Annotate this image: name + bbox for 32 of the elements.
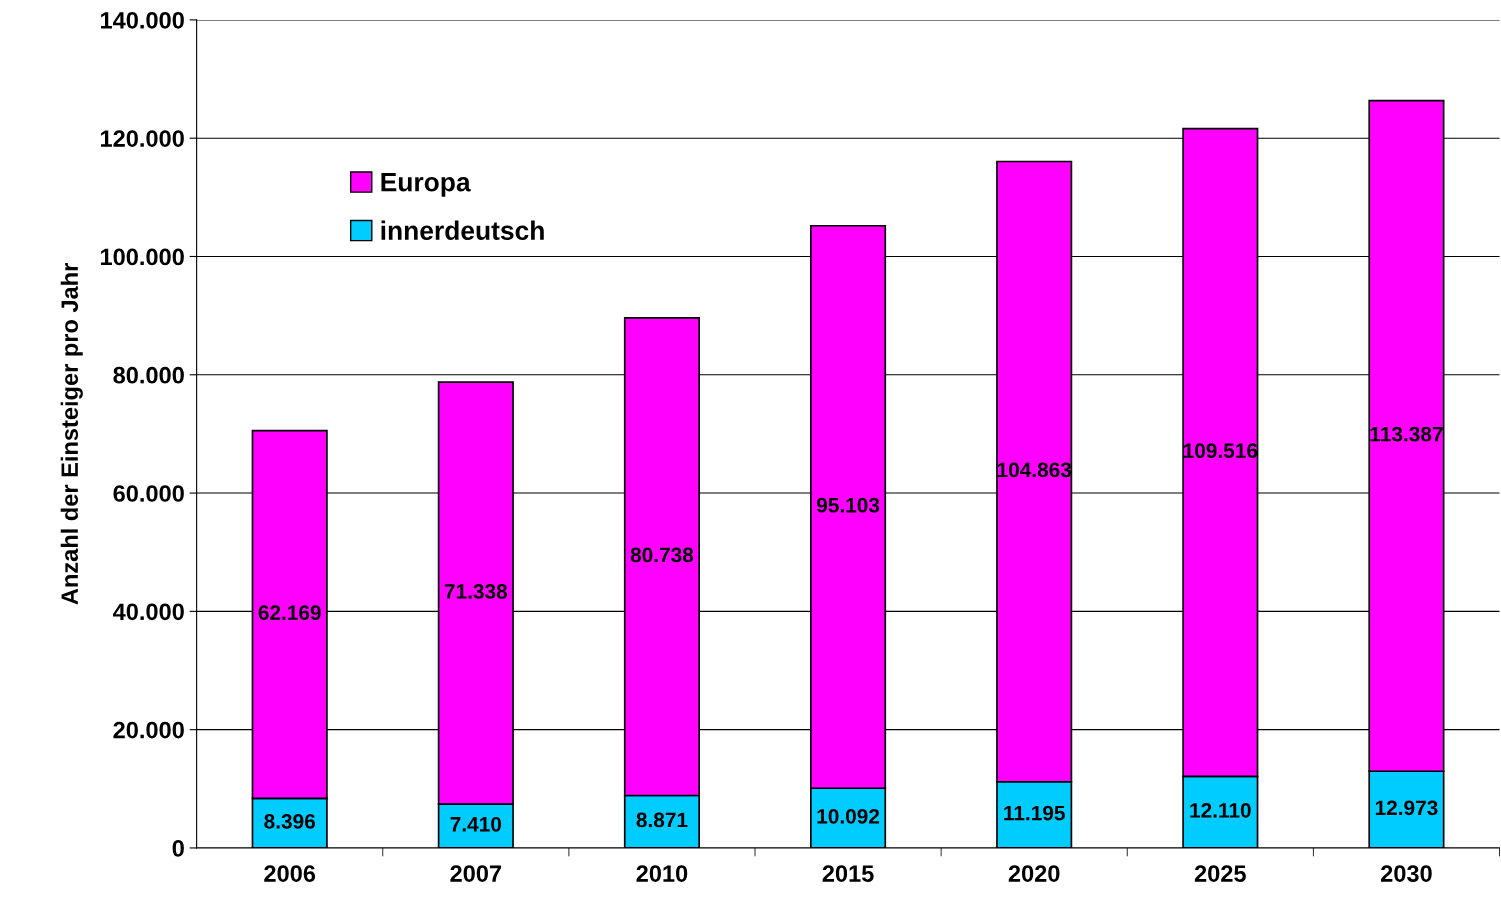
x-tick-label: 2007 xyxy=(450,865,502,882)
y-tick-label: 0 xyxy=(172,840,184,857)
data-label: 80.738 xyxy=(630,547,694,563)
y-tick-label: 100.000 xyxy=(100,248,184,266)
data-label: 12.973 xyxy=(1375,800,1438,816)
legend-label: Europa xyxy=(381,173,471,197)
data-label: 11.195 xyxy=(1004,805,1065,821)
data-label: 109.516 xyxy=(1183,443,1258,459)
x-tick-label: 2025 xyxy=(1194,865,1246,882)
x-tick-label: 2015 xyxy=(822,865,874,882)
x-tick-label: 2006 xyxy=(264,865,316,882)
y-tick-label: 80.000 xyxy=(113,366,184,384)
x-tick-label: 2010 xyxy=(636,865,688,882)
y-tick-label: 120.000 xyxy=(100,130,184,147)
y-axis-title: Anzahl der Einsteiger pro Jahr xyxy=(60,263,83,605)
x-tick-label: 2030 xyxy=(1381,865,1432,882)
data-label: 62.169 xyxy=(258,605,321,621)
data-label: 113.387 xyxy=(1370,426,1443,442)
y-tick-label: 20.000 xyxy=(113,721,184,739)
data-label: 7.410 xyxy=(450,816,502,832)
data-label: 8.871 xyxy=(636,812,688,828)
data-label: 104.863 xyxy=(997,462,1072,478)
y-tick-label: 40.000 xyxy=(112,603,184,621)
data-label: 71.338 xyxy=(444,583,508,599)
y-tick-label: 140.000 xyxy=(100,11,184,29)
y-tick-label: 60.000 xyxy=(113,485,184,502)
data-label: 12.110 xyxy=(1190,802,1251,818)
legend-label: innerdeutsch xyxy=(381,220,544,240)
data-label: 10.092 xyxy=(817,808,880,824)
data-label: 95.103 xyxy=(816,497,880,513)
x-tick-label: 2020 xyxy=(1008,865,1060,882)
data-label: 8.396 xyxy=(264,813,316,829)
